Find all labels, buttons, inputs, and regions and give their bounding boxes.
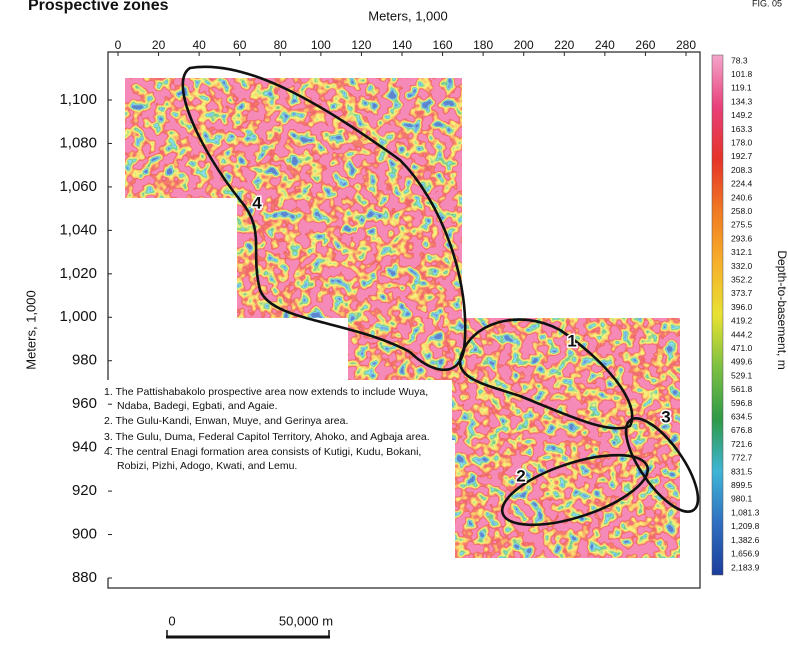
colorbar-tick-label: 634.5 — [731, 412, 753, 422]
y-tick-label: 1,080 — [59, 134, 97, 151]
map-figure: Prospective zones FIG. 05 Meters, 1,000 … — [0, 0, 788, 645]
x-tick-label: 220 — [554, 38, 574, 52]
colorbar-tick-label: 2,183.9 — [731, 562, 760, 572]
colorbar-tick-label: 499.6 — [731, 357, 753, 367]
note: 2. The Gulu-Kandi, Enwan, Muye, and Geri… — [104, 415, 449, 429]
x-tick-label: 0 — [115, 38, 122, 52]
x-tick-label: 140 — [392, 38, 412, 52]
y-tick-label: 1,020 — [59, 265, 97, 282]
colorbar-tick-label: 134.3 — [731, 96, 753, 106]
colorbar-tick-label: 149.2 — [731, 110, 753, 120]
y-tick-label: 980 — [72, 352, 97, 369]
colorbar-tick-label: 1,382.6 — [731, 535, 760, 545]
x-tick-label: 240 — [595, 38, 615, 52]
y-tick-label: 900 — [72, 526, 97, 543]
colorbar-tick-label: 676.8 — [731, 425, 753, 435]
colorbar-tick-label: 721.6 — [731, 439, 753, 449]
colorbar-tick-label: 419.2 — [731, 316, 753, 326]
y-tick-label: 880 — [72, 569, 97, 586]
colorbar-tick-label: 444.2 — [731, 329, 753, 339]
colorbar — [712, 55, 723, 575]
y-tick-label: 1,000 — [59, 308, 97, 325]
x-tick-label: 60 — [233, 38, 247, 52]
colorbar-tick-label: 1,209.8 — [731, 521, 760, 531]
colorbar-tick-label: 275.5 — [731, 220, 753, 230]
colorbar-tick-label: 312.1 — [731, 247, 753, 257]
colorbar-tick-label: 529.1 — [731, 370, 753, 380]
notes: 1. The Pattishabakolo prospective area n… — [104, 386, 449, 475]
colorbar-label: Depth-to-basement, m — [775, 250, 788, 369]
colorbar-tick-label: 980.1 — [731, 494, 753, 504]
scale-end: 50,000 m — [279, 613, 333, 628]
colorbar-tick-label: 293.6 — [731, 233, 753, 243]
x-tick-label: 100 — [311, 38, 331, 52]
y-tick-label: 960 — [72, 395, 97, 412]
colorbar-tick-label: 192.7 — [731, 151, 753, 161]
colorbar-tick-label: 208.3 — [731, 165, 753, 175]
colorbar-tick-label: 1,081.3 — [731, 507, 760, 517]
colorbar-tick-label: 1,656.9 — [731, 549, 760, 559]
colorbar-tick-label: 78.3 — [731, 55, 748, 65]
colorbar-tick-label: 471.0 — [731, 343, 753, 353]
note: 4. The central Enagi formation area cons… — [104, 446, 449, 473]
colorbar-tick-label: 163.3 — [731, 124, 753, 134]
colorbar-tick-label: 899.5 — [731, 480, 753, 490]
colorbar-tick-label: 224.4 — [731, 179, 753, 189]
note: 1. The Pattishabakolo prospective area n… — [104, 386, 449, 413]
note: 3. The Gulu, Duma, Federal Capitol Terri… — [104, 431, 449, 445]
zone-label: 1 — [567, 331, 576, 350]
y-tick-label: 920 — [72, 482, 97, 499]
colorbar-tick-label: 119.1 — [731, 83, 752, 93]
x-axis-label: Meters, 1,000 — [368, 8, 448, 23]
colorbar-tick-label: 373.7 — [731, 288, 753, 298]
colorbar-tick-label: 772.7 — [731, 453, 753, 463]
zone-label: 3 — [661, 407, 670, 426]
x-tick-label: 40 — [192, 38, 206, 52]
x-tick-label: 80 — [274, 38, 288, 52]
colorbar-tick-label: 352.2 — [731, 274, 753, 284]
x-tick-label: 280 — [676, 38, 696, 52]
y-axis-label: Meters, 1,000 — [23, 290, 38, 370]
colorbar-tick-label: 101.8 — [731, 69, 753, 79]
figure-number: FIG. 05 — [752, 0, 782, 8]
y-tick-label: 1,060 — [59, 178, 97, 195]
colorbar-tick-label: 178.0 — [731, 137, 753, 147]
y-tick-label: 1,100 — [59, 91, 97, 108]
x-tick-label: 200 — [514, 38, 534, 52]
x-tick-label: 20 — [152, 38, 166, 52]
scale-start: 0 — [168, 613, 175, 628]
y-tick-label: 1,040 — [59, 221, 97, 238]
zone-label: 4 — [252, 193, 262, 212]
colorbar-tick-label: 332.0 — [731, 261, 753, 271]
y-tick-label: 940 — [72, 439, 97, 456]
zone-label: 2 — [516, 466, 525, 485]
colorbar-tick-label: 561.8 — [731, 384, 753, 394]
colorbar-tick-label: 396.0 — [731, 302, 753, 312]
x-tick-label: 260 — [635, 38, 655, 52]
title: Prospective zones — [28, 0, 169, 14]
x-tick-label: 180 — [473, 38, 493, 52]
page: Prospective zones FIG. 05 Meters, 1,000 … — [0, 0, 788, 645]
colorbar-tick-label: 596.8 — [731, 398, 753, 408]
colorbar-tick-label: 240.6 — [731, 192, 753, 202]
colorbar-tick-label: 831.5 — [731, 466, 753, 476]
x-tick-label: 160 — [433, 38, 453, 52]
x-tick-label: 120 — [351, 38, 371, 52]
colorbar-tick-label: 258.0 — [731, 206, 753, 216]
